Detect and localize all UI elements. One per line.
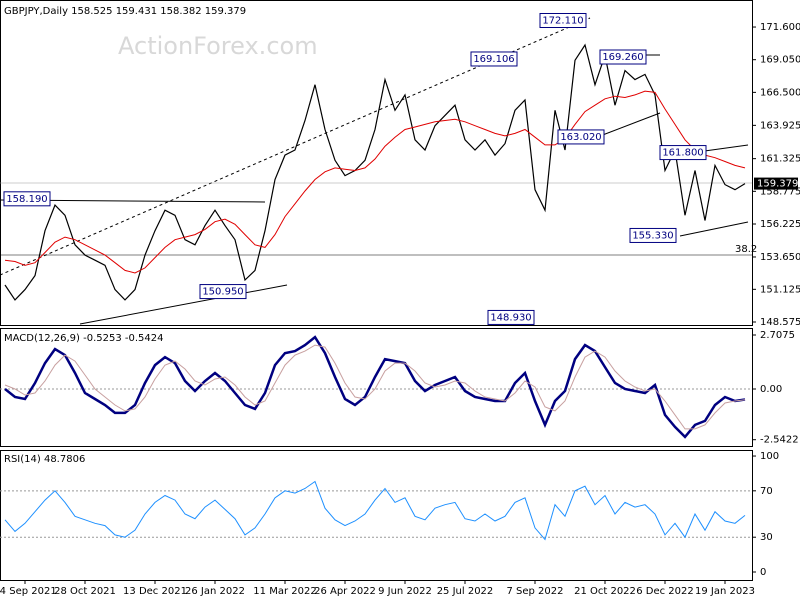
x-tick-label: 14 Sep 2021: [0, 586, 57, 597]
price-title: GBPJPY,Daily 158.525 159.431 158.382 159…: [4, 6, 246, 17]
x-tick-label: 25 Jul 2022: [437, 586, 494, 597]
x-tick-label: 11 Mar 2022: [253, 586, 316, 597]
y-tick-label: 156.225: [760, 219, 800, 230]
series-line: [4, 480, 746, 541]
x-tick-label: 6 Dec 2022: [636, 586, 694, 597]
y-tick-label: 171.600: [760, 22, 800, 33]
y-tick-label: -2.5422: [760, 435, 799, 446]
annotation-label: 155.330: [632, 230, 673, 241]
x-tick-label: 26 Jan 2022: [185, 586, 245, 597]
annotation-label: 163.020: [560, 132, 601, 143]
annotation-label: 150.950: [202, 287, 243, 298]
annotation-label: 169.106: [473, 54, 514, 65]
series-line: [4, 43, 746, 301]
y-tick-label: 158.775: [760, 186, 800, 197]
annotation-box: [470, 51, 518, 67]
annotation-box: [557, 129, 605, 145]
x-tick-label: 28 Oct 2021: [54, 586, 116, 597]
x-tick-label: 9 Jun 2022: [378, 586, 432, 597]
annotation-box: [599, 49, 647, 65]
fib-label: 38.2: [735, 244, 757, 255]
annotation-box: [659, 145, 707, 161]
current-box: [754, 177, 798, 190]
y-tick-label: 169.050: [760, 55, 800, 66]
x-tick-label: 19 Jan 2023: [695, 586, 755, 597]
annotation-label: 169.260: [602, 52, 643, 63]
x-tick-label: 13 Dec 2021: [123, 586, 187, 597]
y-tick-label: 148.575: [760, 317, 800, 328]
annotation-label: 158.190: [6, 194, 47, 205]
y-tick-label: 151.125: [760, 284, 800, 295]
y-tick-label: 166.500: [760, 87, 800, 98]
rsi-title: RSI(14) 48.7806: [4, 454, 85, 465]
macd-title: MACD(12,26,9) -0.5253 -0.5424: [4, 333, 164, 344]
y-tick-label: 161.325: [760, 154, 800, 165]
trend-line: [679, 221, 749, 237]
y-tick-label: 0: [760, 567, 766, 578]
series-line: [4, 344, 746, 430]
annotation-label: 148.930: [490, 312, 531, 323]
annotation-box: [539, 12, 587, 28]
y-tick-label: 2.7075: [760, 330, 795, 341]
annotation-box: [487, 309, 535, 325]
annotation-label: 161.800: [662, 148, 703, 159]
y-tick-label: 30: [760, 532, 773, 543]
x-tick-label: 21 Oct 2022: [574, 586, 636, 597]
y-tick-label: 163.925: [760, 120, 800, 131]
trend-line: [599, 112, 661, 137]
price-panel: [0, 0, 753, 326]
y-tick-label: 70: [760, 486, 773, 497]
macd-panel: [0, 328, 753, 447]
annotation-box: [199, 284, 247, 300]
y-tick-label: 0.00: [760, 384, 782, 395]
x-tick-label: 26 Apr 2022: [314, 586, 376, 597]
y-tick-label: 100: [760, 451, 779, 462]
trend-line: [79, 284, 288, 325]
watermark: ActionForex.com: [118, 32, 318, 60]
annotation-label: 172.110: [542, 15, 583, 26]
current-label: 159.379: [757, 179, 798, 190]
annotation-box: [3, 191, 51, 207]
rsi-panel: [0, 450, 753, 581]
x-tick-label: 7 Sep 2022: [506, 586, 563, 597]
annotation-box: [629, 227, 677, 243]
series-line: [4, 90, 746, 274]
y-tick-label: 153.650: [760, 252, 800, 263]
